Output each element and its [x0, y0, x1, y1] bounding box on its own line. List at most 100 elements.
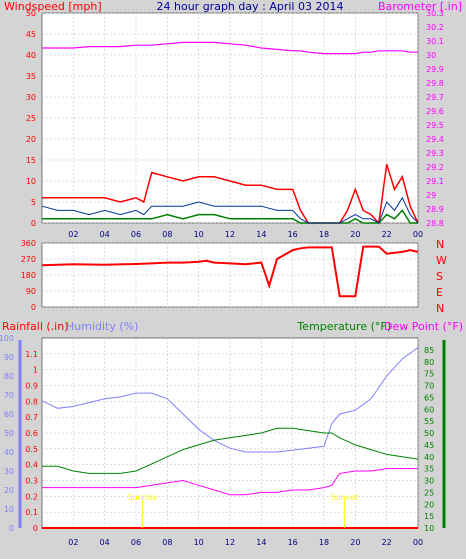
wind-direction-tick-label: 360 — [21, 239, 36, 248]
rain-humidity-temperature-x-ticks: 02 04 06 08 10 12 14 16 18 20 22 00 — [68, 538, 423, 547]
compass-label: N — [436, 238, 444, 251]
humidity-line — [41, 347, 419, 453]
compass-label: E — [436, 286, 443, 299]
x-tick-label: 12 — [225, 230, 235, 239]
x-tick-label: 18 — [319, 230, 329, 239]
windspeed-tick-label: 35 — [26, 72, 36, 81]
x-tick-label: 06 — [131, 230, 141, 239]
humidity-tick-label: 50 — [4, 429, 14, 438]
temperature-tick-label: 45 — [424, 441, 434, 450]
rainfall-tick-label: 0.6 — [25, 429, 38, 438]
x-tick-label: 02 — [68, 230, 78, 239]
windspeed-axis-ticks: 0 5 10 15 20 25 30 35 40 45 50 — [26, 9, 36, 228]
x-tick-label: 14 — [256, 230, 266, 239]
barometer-tick-label: 30.2 — [426, 23, 444, 32]
x-tick-label: 20 — [350, 538, 360, 547]
sun-marker-label: Sunset — [331, 493, 358, 502]
temperature-tick-label: 85 — [424, 346, 434, 355]
rainfall-tick-label: 0.9 — [25, 382, 38, 391]
x-tick-label: 16 — [288, 538, 298, 547]
temperature-tick-label: 10 — [424, 524, 434, 533]
temperature-tick-label: 70 — [424, 382, 434, 391]
humidity-axis-ticks: 0 10 20 30 40 50 60 70 80 90 100 — [0, 334, 14, 533]
windspeed-tick-label: 5 — [31, 198, 36, 207]
barometer-tick-label: 29.1 — [426, 177, 444, 186]
barometer-tick-label: 30 — [426, 51, 436, 60]
compass-label: W — [436, 254, 447, 267]
temperature-axis-ticks: 10 15 20 25 30 35 40 45 50 55 60 65 70 75 80 85 — [424, 346, 434, 533]
barometer-tick-label: 29.6 — [426, 107, 444, 116]
humidity-axis-label: Humidity (%) — [66, 320, 138, 333]
x-tick-label: 10 — [194, 230, 204, 239]
wind-direction-grid — [42, 242, 419, 308]
temperature-tick-label: 50 — [424, 429, 434, 438]
wind-direction-line — [41, 245, 419, 298]
windspeed-tick-label: 40 — [26, 51, 36, 60]
humidity-tick-label: 70 — [4, 391, 14, 400]
temperature-tick-label: 55 — [424, 417, 434, 426]
graph-title: 24 hour graph day : April 03 2014 — [157, 0, 344, 13]
x-tick-label: 12 — [225, 538, 235, 547]
temperature-line — [42, 427, 419, 474]
temperature-tick-label: 20 — [424, 500, 434, 509]
x-tick-label: 22 — [382, 230, 392, 239]
x-tick-label: 04 — [100, 538, 110, 547]
x-tick-label: 08 — [162, 538, 172, 547]
humidity-tick-label: 10 — [4, 505, 14, 514]
wind-low-line — [42, 209, 418, 224]
wind-direction-tick-label: 90 — [26, 287, 36, 296]
rainfall-tick-label: 0.4 — [25, 461, 38, 470]
windspeed-axis-label: Windspeed [mph] — [4, 0, 102, 13]
rainfall-axis-label: Rainfall (.in) — [2, 320, 69, 333]
windspeed-tick-label: 50 — [26, 9, 36, 18]
rainfall-tick-label: 1 — [33, 366, 38, 375]
barometer-tick-label: 29 — [426, 191, 436, 200]
windspeed-tick-label: 45 — [26, 30, 36, 39]
x-tick-label: 18 — [319, 538, 329, 547]
x-tick-label: 00 — [413, 538, 423, 547]
humidity-tick-label: 30 — [4, 467, 14, 476]
barometer-tick-label: 29.9 — [426, 65, 444, 74]
temperature-tick-label: 30 — [424, 477, 434, 486]
x-tick-label: 06 — [131, 538, 141, 547]
rainfall-tick-label: 0.8 — [25, 397, 38, 406]
rainfall-tick-label: 0.7 — [25, 413, 38, 422]
wind-direction-tick-label: 270 — [21, 255, 36, 264]
humidity-tick-label: 90 — [4, 353, 14, 362]
humidity-tick-label: 60 — [4, 410, 14, 419]
wind-direction-axis-ticks: 0 90 180 270 360 — [21, 239, 36, 312]
windspeed-tick-label: 30 — [26, 93, 36, 102]
windspeed-tick-label: 25 — [26, 114, 36, 123]
wind-barometer-grid — [42, 12, 419, 224]
barometer-tick-label: 30.1 — [426, 37, 444, 46]
sun-marker-label: Sunrise — [127, 493, 157, 502]
windspeed-tick-label: 20 — [26, 135, 36, 144]
rain-humidity-temperature-series: Sunrise Sunset — [41, 347, 419, 529]
rainfall-tick-label: 0.5 — [25, 445, 38, 454]
wind-gust-line — [42, 163, 419, 225]
barometer-tick-label: 28.9 — [426, 205, 444, 214]
barometer-axis-label: Barometer [.in] — [378, 0, 462, 13]
barometer-tick-label: 29.8 — [426, 79, 444, 88]
x-tick-label: 04 — [100, 230, 110, 239]
x-tick-label: 14 — [256, 538, 266, 547]
rainfall-tick-label: 0 — [33, 524, 38, 533]
barometer-tick-label: 29.7 — [426, 93, 444, 102]
wind-direction-tick-label: 180 — [21, 271, 36, 280]
humidity-tick-label: 40 — [4, 448, 14, 457]
compass-label: S — [436, 270, 443, 283]
temperature-tick-label: 15 — [424, 512, 434, 521]
x-tick-label: 02 — [68, 538, 78, 547]
humidity-tick-label: 100 — [0, 334, 14, 343]
x-tick-label: 00 — [413, 230, 423, 239]
rainfall-tick-label: 0.3 — [25, 477, 38, 486]
x-tick-label: 22 — [382, 538, 392, 547]
wind-barometer-x-ticks: 02 04 06 08 10 12 14 16 18 20 22 00 — [68, 230, 423, 239]
barometer-tick-label: 29.2 — [426, 163, 444, 172]
x-tick-label: 20 — [350, 230, 360, 239]
wind-direction-series — [41, 245, 419, 298]
